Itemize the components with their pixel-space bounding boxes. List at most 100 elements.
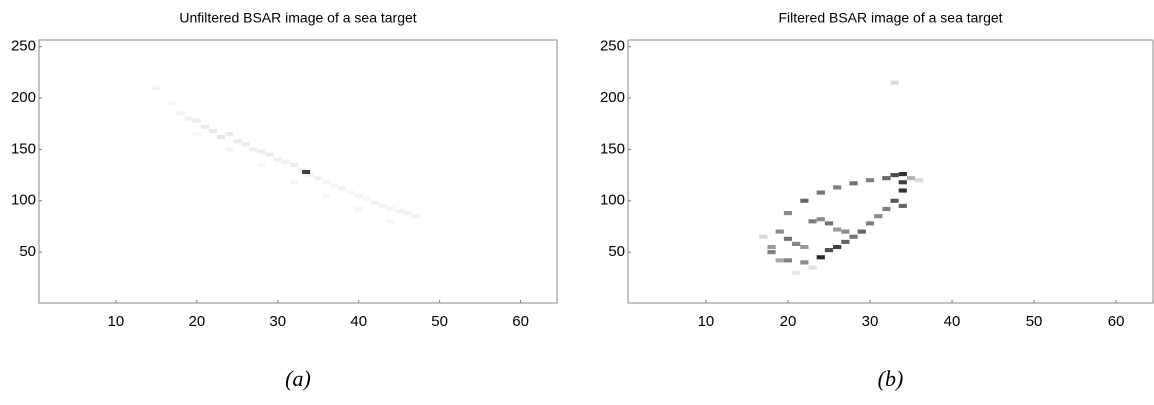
y-tick-label: 150 (11, 140, 36, 157)
y-tick-label: 250 (11, 38, 36, 55)
cell (800, 245, 808, 249)
cell (825, 248, 833, 252)
cell (767, 250, 775, 254)
cell (817, 217, 825, 221)
cell (841, 240, 849, 244)
cell (874, 214, 882, 218)
cell (833, 245, 841, 249)
x-tick-label: 60 (1108, 313, 1125, 330)
cell (258, 149, 266, 153)
x-tick-label: 10 (108, 313, 125, 330)
x-tick-label: 20 (780, 313, 797, 330)
x-tick-label: 10 (698, 313, 715, 330)
cell (891, 173, 899, 177)
cell (355, 194, 363, 198)
cell (808, 219, 816, 223)
caption: (a) (285, 366, 311, 391)
cell (363, 197, 371, 201)
y-tick-label: 50 (19, 243, 36, 260)
y-tick-label: 200 (11, 89, 36, 106)
chart-title: Filtered BSAR image of a sea target (778, 10, 1002, 26)
cell (784, 211, 792, 215)
x-tick-label: 40 (944, 313, 961, 330)
cell (241, 142, 249, 146)
cell (395, 209, 403, 213)
x-tick-label: 60 (512, 313, 529, 330)
cell (784, 237, 792, 241)
cell (792, 242, 800, 246)
x-tick-label: 30 (269, 313, 286, 330)
cell (776, 258, 784, 262)
cell (899, 172, 907, 176)
cell (808, 266, 816, 270)
cell (152, 86, 160, 90)
cell (201, 125, 209, 129)
cell (225, 147, 233, 151)
cell (225, 132, 233, 136)
caption: (b) (878, 366, 904, 391)
cell (330, 183, 338, 187)
cell (302, 170, 310, 174)
cell (882, 176, 890, 180)
x-tick-label: 50 (431, 313, 448, 330)
cell (355, 207, 363, 211)
x-tick-label: 30 (862, 313, 879, 330)
cell (266, 152, 274, 156)
cell (217, 135, 225, 139)
cell (882, 207, 890, 211)
cell (767, 245, 775, 249)
cell (387, 219, 395, 223)
cell (322, 180, 330, 184)
y-tick-label: 200 (600, 89, 625, 106)
cell (792, 271, 800, 275)
cell (800, 260, 808, 264)
cell (193, 119, 201, 123)
cell (907, 176, 915, 180)
plot-frame (628, 40, 1153, 303)
y-tick-label: 50 (608, 243, 625, 260)
cell (841, 230, 849, 234)
cell (274, 158, 282, 162)
cell (866, 178, 874, 182)
cell (833, 227, 841, 231)
cell (193, 132, 201, 136)
cell (169, 101, 177, 105)
cell (290, 180, 298, 184)
cell (209, 129, 217, 133)
x-tick-label: 20 (188, 313, 205, 330)
cell (891, 81, 899, 85)
cell (899, 188, 907, 192)
y-tick-label: 150 (600, 140, 625, 157)
cell (899, 180, 907, 184)
cell (403, 211, 411, 215)
cell (177, 111, 185, 115)
cell (258, 163, 266, 167)
cell (759, 235, 767, 239)
y-tick-label: 100 (600, 192, 625, 209)
page: 10 20 30 40 50 60 50 100 150 200 250 Unfiltered BSA… (0, 0, 1154, 405)
cell (866, 221, 874, 225)
cell (817, 255, 825, 259)
cell (825, 221, 833, 225)
cell (800, 199, 808, 203)
cell (849, 235, 857, 239)
cell (233, 139, 241, 143)
cell (282, 160, 290, 164)
cell (915, 178, 923, 182)
cell (784, 258, 792, 262)
cell (858, 230, 866, 234)
x-tick-label: 50 (1026, 313, 1043, 330)
cell (371, 201, 379, 205)
cell (411, 214, 419, 218)
figure: 10 20 30 40 50 60 50 100 150 200 250 Unfiltered BSA… (0, 0, 1154, 400)
cell (185, 117, 193, 121)
cell (347, 191, 355, 195)
y-tick-label: 250 (600, 38, 625, 55)
chart-title: Unfiltered BSAR image of a sea target (179, 10, 416, 26)
cell (849, 181, 857, 185)
cell (338, 186, 346, 190)
cell (833, 185, 841, 189)
cell (322, 194, 330, 198)
cell (387, 207, 395, 211)
cell (899, 204, 907, 208)
